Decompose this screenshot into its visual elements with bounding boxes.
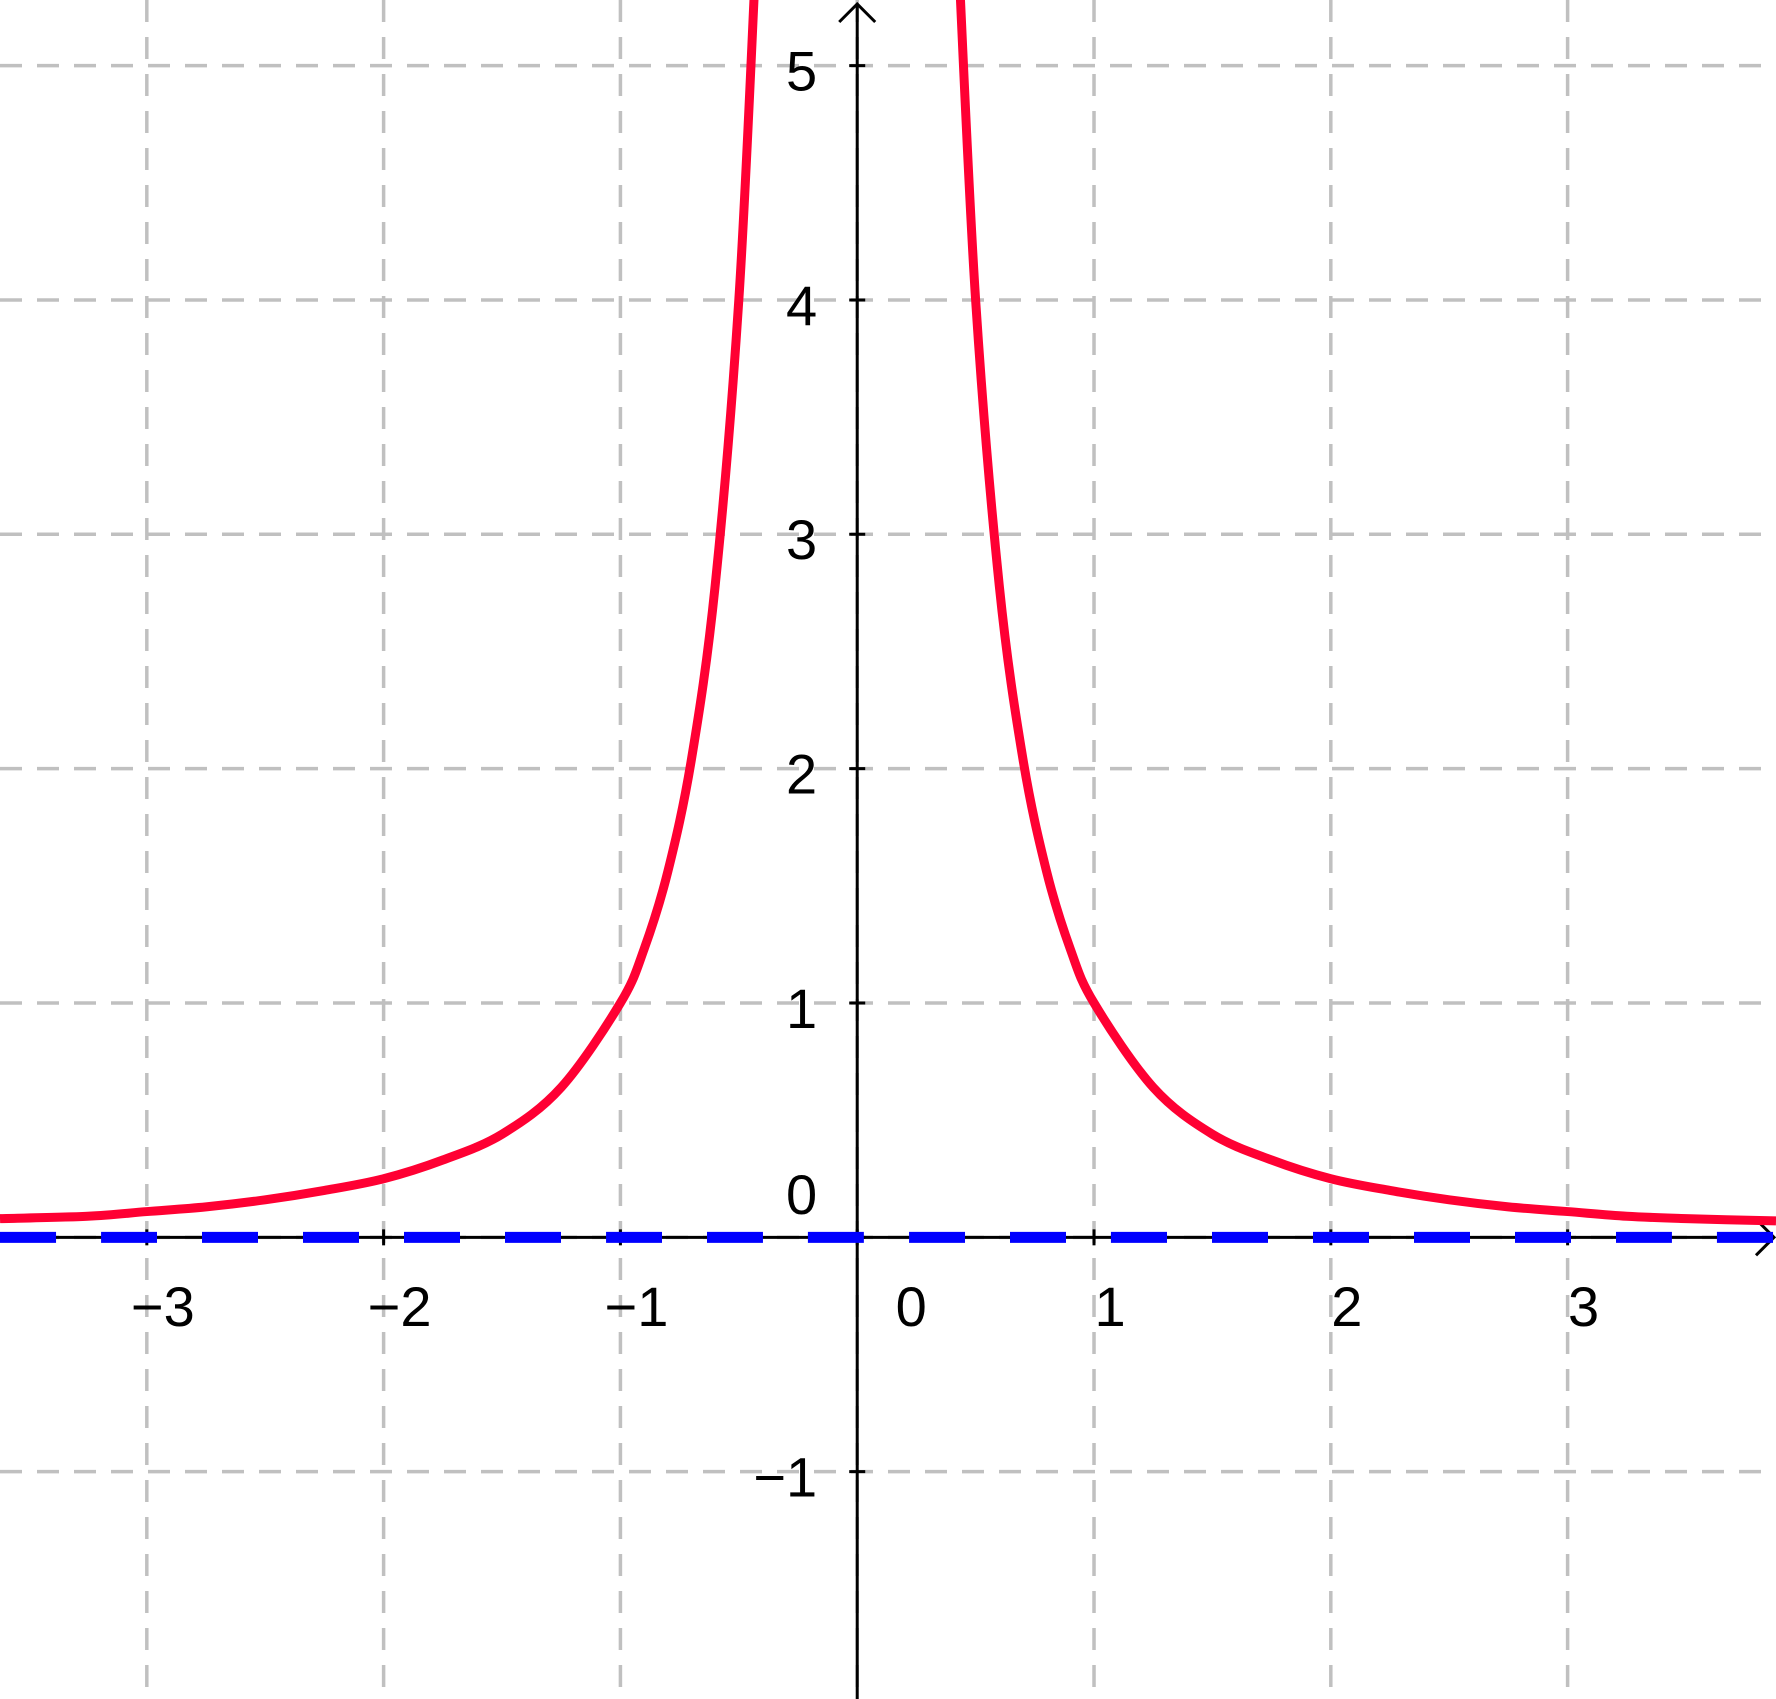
y-tick-label: 5: [786, 39, 817, 102]
x-tick-label: 3: [1568, 1275, 1599, 1338]
y-tick-label: 0: [786, 1163, 817, 1226]
y-axis-arrow: [838, 1, 877, 24]
x-tick-label: −1: [604, 1275, 668, 1338]
x-tick-label: −2: [368, 1275, 432, 1338]
x-tick-label: −3: [131, 1275, 195, 1338]
y-tick-label: 4: [786, 274, 817, 337]
curve-line: [0, 0, 1776, 1226]
y-tick-label: 2: [786, 742, 817, 805]
x-tick-label: 1: [1094, 1275, 1125, 1338]
y-tick-label: 1: [786, 977, 817, 1040]
plot-area: [0, 0, 1776, 1243]
tick-labels: −3 −2 −1 0 1 2 3 −1 0 1 2 3 4 5: [131, 39, 1599, 1508]
y-tick-label: 3: [786, 508, 817, 571]
x-axis-arrow: [1754, 1218, 1776, 1257]
x-tick-label: 0: [896, 1275, 927, 1338]
y-tick-label: −1: [753, 1445, 817, 1508]
x-tick-label: 2: [1331, 1275, 1362, 1338]
